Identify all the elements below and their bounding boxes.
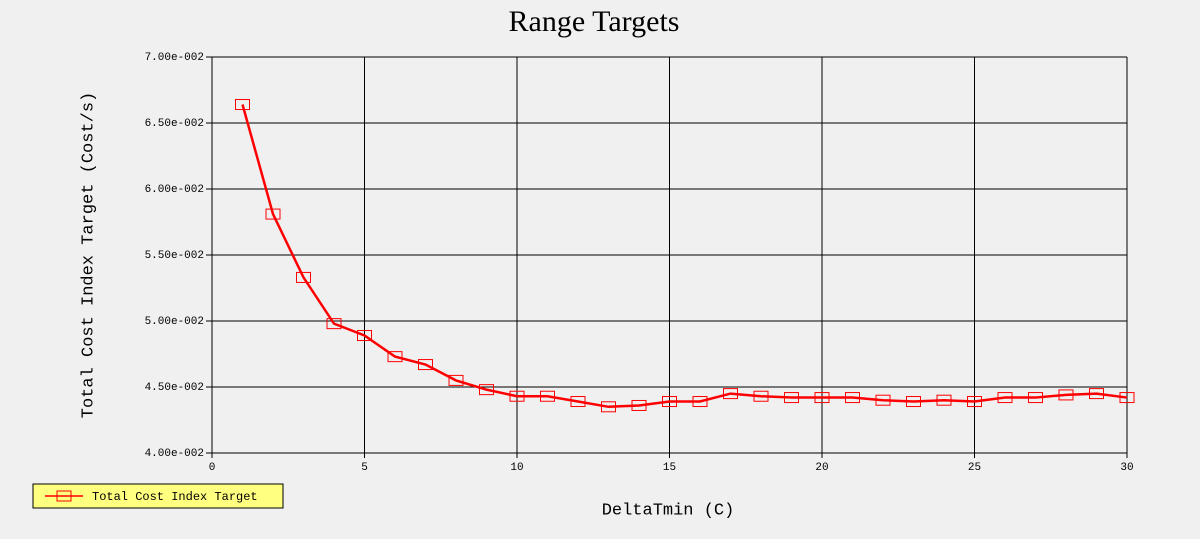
data-point <box>1089 388 1104 400</box>
y-axis-label: Total Cost Index Target (Cost/s) <box>79 92 98 418</box>
x-tick-label: 30 <box>1120 462 1133 474</box>
data-point <box>570 396 586 408</box>
x-tick-label: 20 <box>815 462 828 474</box>
data-point <box>509 390 525 402</box>
legend-marker <box>56 490 72 502</box>
legend-label: Total Cost Index Target <box>92 490 258 504</box>
data-point <box>387 351 403 363</box>
data-point <box>326 318 342 330</box>
data-point <box>296 271 311 283</box>
data-point <box>265 208 281 220</box>
data-point <box>967 396 982 408</box>
data-point <box>723 388 738 400</box>
y-tick-label: 7.00e-002 <box>145 52 204 64</box>
x-tick-label: 25 <box>968 462 981 474</box>
data-point <box>692 396 708 408</box>
data-point <box>631 399 647 411</box>
data-point <box>1119 392 1135 404</box>
y-tick-label: 5.50e-002 <box>145 250 204 262</box>
data-point <box>235 99 250 111</box>
y-tick-label: 4.00e-002 <box>145 448 204 460</box>
x-tick-label: 10 <box>510 462 523 474</box>
data-point <box>875 394 891 406</box>
data-point <box>1058 389 1074 401</box>
y-tick-label: 6.50e-002 <box>145 118 204 130</box>
data-point <box>601 401 616 413</box>
data-point <box>936 394 952 406</box>
x-tick-label: 0 <box>209 462 216 474</box>
x-tick-label: 5 <box>361 462 368 474</box>
data-point <box>479 384 494 396</box>
data-point <box>540 390 555 402</box>
data-point <box>814 392 830 404</box>
data-point <box>418 359 433 371</box>
data-point <box>845 392 860 404</box>
x-axis-label: DeltaTmin (C) <box>602 501 735 520</box>
data-point <box>997 392 1013 404</box>
plot-area: 4.00e-002 4.50e-002 5.00e-002 5.50e-002 6.00… <box>145 52 1135 474</box>
y-tick-label: 4.50e-002 <box>145 382 204 394</box>
data-point <box>1028 392 1043 404</box>
legend: Total Cost Index Target <box>32 483 284 509</box>
y-tick-label: 6.00e-002 <box>145 184 204 196</box>
x-tick-label: 15 <box>663 462 676 474</box>
data-line <box>241 104 1128 409</box>
data-point <box>753 390 769 402</box>
data-point <box>662 396 677 408</box>
data-point <box>357 330 372 342</box>
data-point <box>784 392 799 404</box>
data-point <box>448 374 464 386</box>
y-tick-label: 5.00e-002 <box>145 316 204 328</box>
chart-title: Range Targets <box>509 5 680 38</box>
data-point <box>906 396 921 408</box>
